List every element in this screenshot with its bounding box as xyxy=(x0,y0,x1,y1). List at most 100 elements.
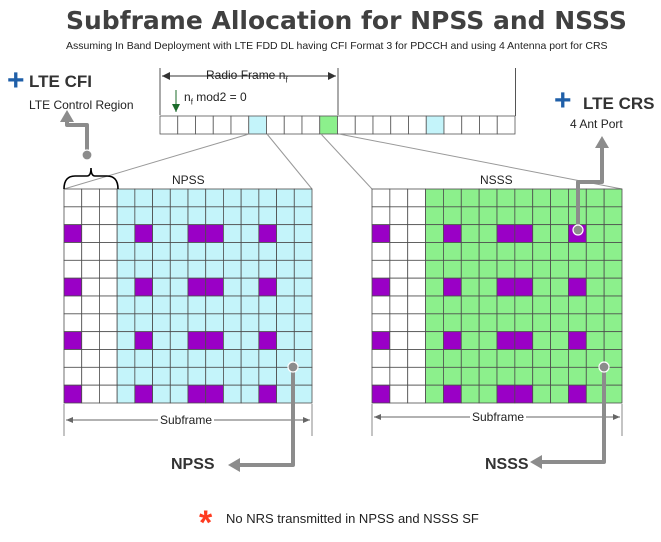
signal-cell xyxy=(460,206,480,226)
signal-cell xyxy=(152,366,171,386)
signal-cell xyxy=(169,384,189,404)
signal-cell xyxy=(116,224,136,243)
signal-cell xyxy=(585,188,605,208)
subframe-cell xyxy=(496,115,516,135)
signal-cell xyxy=(425,384,444,404)
control-region-cell xyxy=(81,277,100,297)
signal-cell xyxy=(514,295,534,315)
signal-cell xyxy=(293,384,313,404)
control-region-cell xyxy=(81,366,100,386)
signal-cell xyxy=(276,331,295,350)
signal-cell xyxy=(240,188,260,208)
control-region-cell xyxy=(81,384,100,404)
signal-cell xyxy=(276,295,295,315)
signal-cell xyxy=(205,206,224,226)
zoom-line xyxy=(338,133,623,190)
signal-cell xyxy=(496,206,516,226)
signal-cell xyxy=(205,366,224,386)
signal-cell xyxy=(550,384,569,404)
signal-cell xyxy=(425,313,444,333)
control-region-cell xyxy=(99,313,118,333)
nsss-arrow xyxy=(537,367,606,464)
signal-cell xyxy=(240,277,260,297)
signal-cell xyxy=(240,259,260,279)
signal-cell xyxy=(425,224,444,243)
signal-cell xyxy=(514,206,534,226)
signal-cell xyxy=(258,188,277,208)
crs-cell xyxy=(568,331,587,350)
crs-cell xyxy=(371,331,391,350)
signal-cell xyxy=(550,188,569,208)
control-region-cell xyxy=(99,331,118,350)
diagram-subtitle: Assuming In Band Deployment with LTE FDD… xyxy=(66,40,608,52)
signal-cell xyxy=(532,242,551,261)
crs-cell xyxy=(496,384,516,404)
crs-cell xyxy=(187,384,207,404)
signal-cell xyxy=(478,366,498,386)
subframe-cell xyxy=(390,115,409,135)
control-region-cell xyxy=(99,349,118,368)
crs-cell xyxy=(514,277,534,297)
control-region-cell xyxy=(407,384,426,404)
signal-cell xyxy=(276,277,295,297)
signal-cell xyxy=(223,224,242,243)
signal-cell xyxy=(603,206,623,226)
cfi-title: LTE CFI xyxy=(29,72,92,91)
control-region-cell xyxy=(407,331,426,350)
signal-cell xyxy=(223,384,242,404)
signal-cell xyxy=(116,295,136,315)
signal-cell xyxy=(223,366,242,386)
signal-cell xyxy=(532,259,551,279)
crs-plus-icon: + xyxy=(554,84,572,117)
signal-cell xyxy=(116,277,136,297)
control-region-cell xyxy=(407,295,426,315)
signal-cell xyxy=(585,313,605,333)
signal-cell xyxy=(550,242,569,261)
signal-cell xyxy=(276,242,295,261)
crs-cell xyxy=(443,224,462,243)
signal-cell xyxy=(205,295,224,315)
signal-cell xyxy=(134,313,153,333)
control-region-cell xyxy=(371,242,391,261)
signal-cell xyxy=(293,224,313,243)
signal-cell xyxy=(460,384,480,404)
crs-subtitle: 4 Ant Port xyxy=(570,117,623,131)
signal-cell xyxy=(169,259,189,279)
signal-cell xyxy=(550,313,569,333)
nsss-resource-grid xyxy=(371,188,623,404)
subframe-cell xyxy=(283,115,303,135)
signal-cell xyxy=(169,295,189,315)
signal-cell xyxy=(550,224,569,243)
signal-cell xyxy=(169,313,189,333)
crs-cell xyxy=(496,224,516,243)
signal-cell xyxy=(134,259,153,279)
crs-arrow xyxy=(576,143,604,230)
crs-cell xyxy=(134,384,153,404)
signal-cell xyxy=(478,277,498,297)
signal-cell xyxy=(116,242,136,261)
signal-cell xyxy=(603,331,623,350)
crs-cell xyxy=(258,331,277,350)
control-region-cell xyxy=(81,331,100,350)
crs-cell xyxy=(496,331,516,350)
signal-cell xyxy=(169,242,189,261)
signal-cell xyxy=(152,384,171,404)
signal-cell xyxy=(585,206,605,226)
signal-cell xyxy=(258,206,277,226)
control-region-cell xyxy=(389,277,409,297)
subframe-cell xyxy=(319,115,338,135)
signal-cell xyxy=(532,224,551,243)
signal-cell xyxy=(550,259,569,279)
zoom-line xyxy=(63,133,250,190)
control-region-cell xyxy=(81,313,100,333)
signal-cell xyxy=(443,206,462,226)
signal-cell xyxy=(293,313,313,333)
control-region-cell xyxy=(407,349,426,368)
signal-cell xyxy=(258,349,277,368)
signal-cell xyxy=(603,295,623,315)
signal-cell xyxy=(258,295,277,315)
signal-cell xyxy=(169,349,189,368)
radio-frame-label: Radio Frame nf xyxy=(206,68,288,85)
signal-cell xyxy=(240,331,260,350)
